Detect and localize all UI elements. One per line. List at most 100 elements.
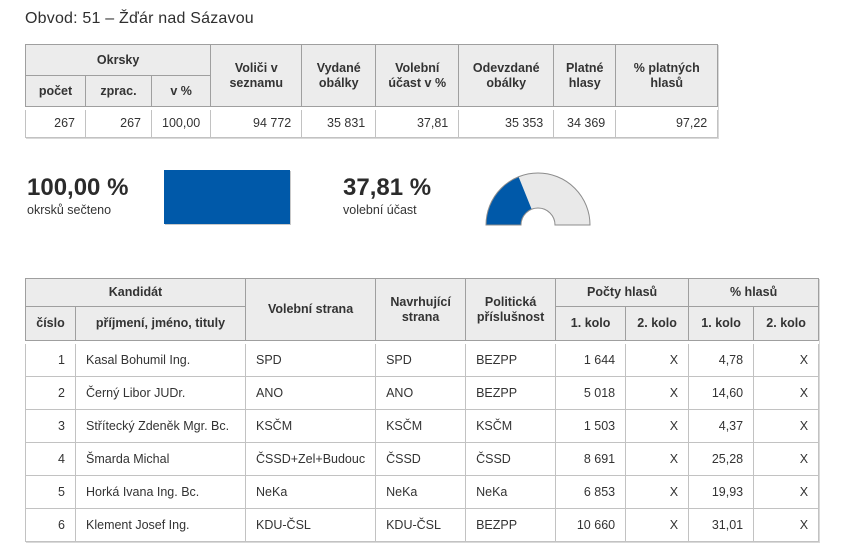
candidate-pct-round1: 19,93 xyxy=(688,475,755,509)
counted-districts-stat: 100,00 % okrsků sečteno xyxy=(25,168,164,218)
candidate-pct-round2: X xyxy=(753,376,820,410)
col-header-pocet: počet xyxy=(25,75,86,107)
candidate-votes-round2: X xyxy=(625,409,690,443)
col-header-volebni-strana: Volební strana xyxy=(244,278,377,341)
col-header-vydane-obalky: Vydané obálky xyxy=(301,44,377,107)
candidate-politicka-prislusnost: NeKa xyxy=(465,475,557,509)
turnout-stat: 37,81 % volební účast xyxy=(341,168,481,218)
candidate-volebni-strana: ČSSD+Zel+Budouc xyxy=(244,442,377,476)
candidate-row: 3 Střítecký Zdeněk Mgr. Bc. KSČM KSČM KS… xyxy=(25,409,820,443)
col-header-pct-hlasu: % hlasů xyxy=(688,278,820,307)
volici-value: 94 772 xyxy=(210,109,303,138)
candidate-name: Klement Josef Ing. xyxy=(75,508,246,542)
okrsky-pocet-value: 267 xyxy=(25,109,86,138)
candidate-navrhujici-strana: ČSSD xyxy=(375,442,467,476)
candidate-votes-round1: 6 853 xyxy=(555,475,627,509)
turnout-gauge xyxy=(485,172,591,226)
candidate-politicka-prislusnost: BEZPP xyxy=(465,343,557,377)
volebni-ucast-value: 37,81 xyxy=(375,109,460,138)
candidate-navrhujici-strana: KDU-ČSL xyxy=(375,508,467,542)
candidate-number: 1 xyxy=(25,343,76,377)
col-header-volici: Voliči v seznamu xyxy=(210,44,303,107)
candidate-volebni-strana: KSČM xyxy=(244,409,377,443)
candidate-pct-round1: 31,01 xyxy=(688,508,755,542)
candidate-politicka-prislusnost: BEZPP xyxy=(465,376,557,410)
col-header-pocty-hlasu: Počty hlasů xyxy=(555,278,690,307)
candidates-table: Kandidát Volební strana Navrhující stran… xyxy=(25,278,820,542)
candidate-number: 2 xyxy=(25,376,76,410)
candidate-votes-round1: 8 691 xyxy=(555,442,627,476)
candidate-number: 5 xyxy=(25,475,76,509)
candidate-navrhujici-strana: SPD xyxy=(375,343,467,377)
col-header-okrsky: Okrsky xyxy=(24,44,212,76)
col-header-cislo: číslo xyxy=(25,306,76,341)
platne-hlasy-value: 34 369 xyxy=(553,109,617,138)
counted-districts-caption: okrsků sečteno xyxy=(27,203,112,217)
candidate-votes-round2: X xyxy=(625,343,690,377)
candidate-pct-round2: X xyxy=(753,343,820,377)
okrsky-zprac-value: 267 xyxy=(85,109,152,138)
candidate-votes-round2: X xyxy=(625,376,690,410)
candidate-name: Horká Ivana Ing. Bc. xyxy=(75,475,246,509)
candidate-pct-round2: X xyxy=(753,409,820,443)
turnout-percent: 37,81 % xyxy=(343,174,432,201)
pct-platnych-value: 97,22 xyxy=(615,109,719,138)
candidate-votes-round1: 5 018 xyxy=(555,376,627,410)
col-header-pocty-kolo1: 1. kolo xyxy=(555,306,627,341)
candidate-row: 6 Klement Josef Ing. KDU-ČSL KDU-ČSL BEZ… xyxy=(25,508,820,542)
candidate-volebni-strana: ANO xyxy=(244,376,377,410)
col-header-pct-platnych: % platných hlasů xyxy=(615,44,719,107)
results-page: Obvod: 51 – Žďár nad Sázavou Okrsky Voli… xyxy=(24,10,865,542)
col-header-v-pct: v % xyxy=(150,75,212,107)
progress-bar-fill xyxy=(164,170,290,224)
candidate-row: 4 Šmarda Michal ČSSD+Zel+Budouc ČSSD ČSS… xyxy=(25,442,820,476)
candidate-name: Kasal Bohumil Ing. xyxy=(75,343,246,377)
candidate-number: 4 xyxy=(25,442,76,476)
candidate-votes-round1: 10 660 xyxy=(555,508,627,542)
col-header-zprac: zprac. xyxy=(85,75,152,107)
candidate-votes-round2: X xyxy=(625,475,690,509)
candidate-name: Černý Libor JUDr. xyxy=(75,376,246,410)
counted-districts-percent: 100,00 % xyxy=(27,174,129,201)
candidate-votes-round2: X xyxy=(625,508,690,542)
candidate-votes-round1: 1 644 xyxy=(555,343,627,377)
progress-bar xyxy=(164,170,290,224)
col-header-odevzdane-obalky: Odevzdané obálky xyxy=(458,44,555,107)
candidate-volebni-strana: NeKa xyxy=(244,475,377,509)
candidate-navrhujici-strana: NeKa xyxy=(375,475,467,509)
candidate-volebni-strana: KDU-ČSL xyxy=(244,508,377,542)
candidate-politicka-prislusnost: KSČM xyxy=(465,409,557,443)
candidate-politicka-prislusnost: BEZPP xyxy=(465,508,557,542)
col-header-pct-kolo2: 2. kolo xyxy=(753,306,820,341)
candidate-number: 3 xyxy=(25,409,76,443)
col-header-jmeno: příjmení, jméno, tituly xyxy=(75,306,246,341)
col-header-politicka-prislusnost: Politická příslušnost xyxy=(465,278,557,341)
candidate-row: 2 Černý Libor JUDr. ANO ANO BEZPP 5 018 … xyxy=(25,376,820,410)
header-body-gap xyxy=(25,106,718,110)
vydane-obalky-value: 35 831 xyxy=(301,109,377,138)
candidate-pct-round2: X xyxy=(753,475,820,509)
summary-row: 267 267 100,00 94 772 35 831 37,81 35 35… xyxy=(25,109,719,138)
candidate-navrhujici-strana: KSČM xyxy=(375,409,467,443)
page-title: Obvod: 51 – Žďár nad Sázavou xyxy=(25,10,254,27)
candidate-pct-round1: 25,28 xyxy=(688,442,755,476)
okrsky-pct-value: 100,00 xyxy=(150,109,212,138)
col-header-pct-kolo1: 1. kolo xyxy=(688,306,755,341)
odevzdane-obalky-value: 35 353 xyxy=(458,109,555,138)
col-header-navrhujici-strana: Navrhující strana xyxy=(375,278,467,341)
candidate-row: 1 Kasal Bohumil Ing. SPD SPD BEZPP 1 644… xyxy=(25,343,820,377)
candidate-name: Střítecký Zdeněk Mgr. Bc. xyxy=(75,409,246,443)
col-header-pocty-kolo2: 2. kolo xyxy=(625,306,690,341)
summary-table: Okrsky Voliči v seznamu Vydané obálky Vo… xyxy=(24,44,719,138)
candidate-number: 6 xyxy=(25,508,76,542)
candidate-politicka-prislusnost: ČSSD xyxy=(465,442,557,476)
candidate-pct-round2: X xyxy=(753,442,820,476)
candidate-navrhujici-strana: ANO xyxy=(375,376,467,410)
header-body-gap xyxy=(25,340,819,344)
candidate-pct-round1: 4,37 xyxy=(688,409,755,443)
col-header-kandidat: Kandidát xyxy=(25,278,246,307)
stats-band: 100,00 % okrsků sečteno 37,81 % volební … xyxy=(25,168,865,226)
candidate-volebni-strana: SPD xyxy=(244,343,377,377)
candidate-row: 5 Horká Ivana Ing. Bc. NeKa NeKa NeKa 6 … xyxy=(25,475,820,509)
col-header-platne-hlasy: Platné hlasy xyxy=(553,44,617,107)
